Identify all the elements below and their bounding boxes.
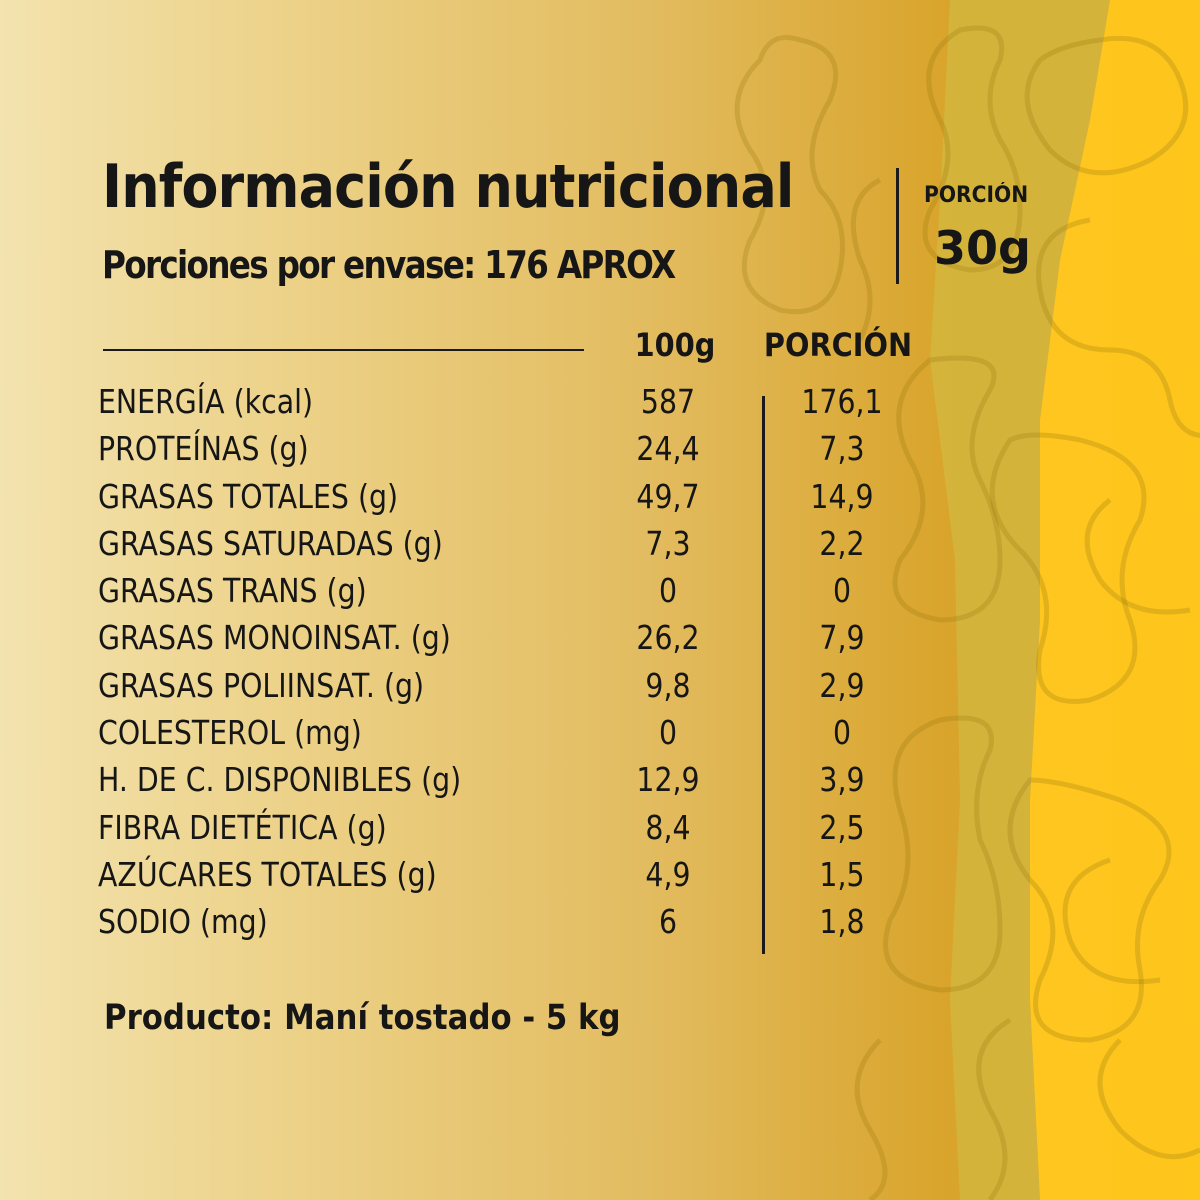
value-serving: 7,3	[819, 429, 865, 469]
value-100g: 4,9	[645, 854, 691, 894]
value-serving: 2,5	[819, 807, 865, 847]
column-header-100g: 100g	[634, 326, 716, 364]
header-divider	[896, 168, 899, 284]
table-row: GRASAS TRANS (g) 0 0	[98, 569, 918, 616]
table-row: GRASAS MONOINSAT. (g) 26,2 7,9	[98, 616, 918, 663]
value-100g: 9,8	[645, 665, 691, 705]
table-row: H. DE C. DISPONIBLES (g) 12,9 3,9	[98, 758, 918, 805]
column-header-serving: PORCIÓN	[763, 326, 913, 364]
serving-size: 30g	[934, 221, 1031, 275]
table-row: GRASAS POLIINSAT. (g) 9,8 2,9	[98, 664, 918, 711]
table-header-rule	[103, 349, 584, 351]
table-row: PROTEÍNAS (g) 24,4 7,3	[98, 427, 918, 474]
value-serving: 176,1	[801, 382, 883, 421]
table-row: SODIO (mg) 6 1,8	[98, 900, 918, 947]
value-100g: 26,2	[636, 618, 700, 658]
value-serving: 2,2	[819, 523, 865, 563]
value-100g: 0	[658, 713, 678, 753]
nutrient-label: GRASAS MONOINSAT. (g)	[98, 618, 451, 658]
nutrient-label: AZÚCARES TOTALES (g)	[98, 854, 437, 894]
nutrient-label: H. DE C. DISPONIBLES (g)	[98, 760, 462, 800]
page-title: Información nutricional	[102, 152, 794, 222]
value-serving: 14,9	[810, 476, 874, 516]
nutrient-label: FIBRA DIETÉTICA (g)	[98, 807, 387, 847]
nutrient-label: GRASAS TRANS (g)	[98, 571, 367, 611]
table-row: FIBRA DIETÉTICA (g) 8,4 2,5	[98, 806, 918, 853]
product-name: Producto: Maní tostado - 5 kg	[104, 998, 621, 1038]
value-serving: 7,9	[819, 618, 865, 658]
nutrient-label: GRASAS SATURADAS (g)	[98, 523, 443, 563]
value-100g: 49,7	[636, 476, 700, 516]
serving-label: PORCIÓN	[924, 183, 1029, 208]
value-serving: 2,9	[819, 665, 865, 705]
value-100g: 8,4	[645, 807, 691, 847]
value-serving: 0	[832, 571, 852, 611]
value-serving: 0	[832, 713, 852, 753]
value-100g: 12,9	[636, 760, 700, 800]
nutrient-label: GRASAS POLIINSAT. (g)	[98, 665, 425, 705]
value-serving: 3,9	[819, 760, 865, 800]
value-100g: 7,3	[645, 523, 691, 563]
value-100g: 24,4	[636, 429, 700, 469]
nutrient-label: COLESTEROL (mg)	[98, 713, 362, 753]
nutrient-label: PROTEÍNAS (g)	[98, 429, 309, 469]
nutrient-label: ENERGÍA (kcal)	[98, 382, 314, 421]
table-row: GRASAS TOTALES (g) 49,7 14,9	[98, 475, 918, 522]
value-100g: 0	[658, 571, 678, 611]
table-row: GRASAS SATURADAS (g) 7,3 2,2	[98, 522, 918, 569]
servings-per-container: Porciones por envase: 176 APROX	[102, 243, 676, 287]
nutrient-label: GRASAS TOTALES (g)	[98, 476, 399, 516]
table-column-divider	[762, 396, 765, 954]
value-100g: 6	[658, 902, 678, 942]
table-row: AZÚCARES TOTALES (g) 4,9 1,5	[98, 853, 918, 900]
value-100g: 587	[640, 382, 696, 421]
nutrition-table: ENERGÍA (kcal) 587 176,1 PROTEÍNAS (g) 24,4…	[98, 380, 918, 948]
table-row: ENERGÍA (kcal) 587 176,1	[98, 380, 918, 427]
value-serving: 1,8	[819, 902, 865, 942]
nutrient-label: SODIO (mg)	[98, 902, 268, 942]
table-row: COLESTEROL (mg) 0 0	[98, 711, 918, 758]
value-serving: 1,5	[819, 854, 865, 894]
